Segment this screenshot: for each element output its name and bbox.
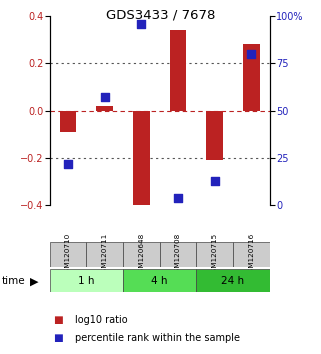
Point: [212, 178, 217, 183]
Bar: [196, 242, 233, 267]
Text: ▶: ▶: [30, 276, 38, 287]
Bar: [206, 110, 223, 160]
Bar: [196, 269, 270, 292]
Text: GSM120716: GSM120716: [248, 232, 254, 276]
Text: 4 h: 4 h: [152, 275, 168, 286]
Text: percentile rank within the sample: percentile rank within the sample: [75, 333, 240, 343]
Text: GSM120710: GSM120710: [65, 232, 71, 276]
Bar: [50, 242, 86, 267]
Bar: [160, 242, 196, 267]
Bar: [86, 242, 123, 267]
Bar: [243, 44, 260, 110]
Text: GSM120708: GSM120708: [175, 232, 181, 276]
Bar: [123, 269, 196, 292]
Point: [65, 161, 71, 166]
Text: GSM120711: GSM120711: [102, 232, 108, 276]
Text: 1 h: 1 h: [78, 275, 95, 286]
Bar: [170, 30, 186, 110]
Text: log10 ratio: log10 ratio: [75, 315, 128, 325]
Text: GSM120715: GSM120715: [212, 232, 218, 276]
Bar: [50, 269, 123, 292]
Text: ■: ■: [53, 315, 63, 325]
Bar: [97, 106, 113, 110]
Point: [249, 51, 254, 57]
Bar: [233, 242, 270, 267]
Text: ■: ■: [53, 333, 63, 343]
Point: [139, 21, 144, 26]
Text: 24 h: 24 h: [221, 275, 245, 286]
Bar: [123, 242, 160, 267]
Bar: [133, 110, 150, 210]
Point: [102, 95, 107, 100]
Point: [176, 195, 181, 201]
Text: GDS3433 / 7678: GDS3433 / 7678: [106, 9, 215, 22]
Bar: [60, 110, 76, 132]
Text: time: time: [2, 275, 25, 286]
Text: GSM120648: GSM120648: [138, 232, 144, 276]
